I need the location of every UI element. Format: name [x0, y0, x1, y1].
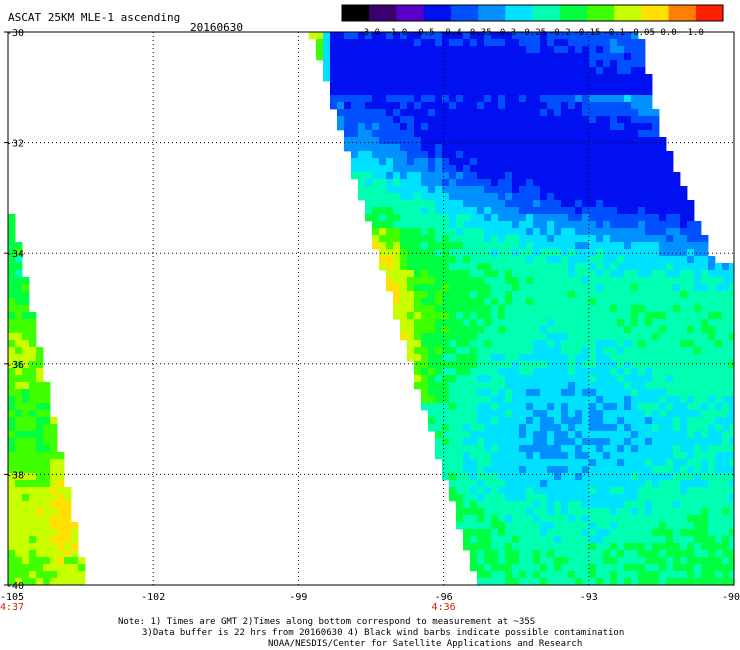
colorbar-label: -3.0: [358, 28, 380, 38]
map-date: 20160630: [190, 21, 243, 34]
colorbar-label: -0.3: [494, 28, 516, 38]
lon-tick-label: -105: [0, 592, 24, 603]
footnote-line-2: 3)Data buffer is 22 hrs from 20160630 4)…: [142, 628, 625, 638]
colorbar-swatch: [695, 5, 724, 21]
lon-tick-label: -96: [435, 592, 453, 603]
swath-layer: [8, 32, 734, 585]
swath-time-label: 4:37: [0, 602, 24, 613]
lat-tick-label: -34: [6, 249, 24, 260]
colorbar-label: -0.25: [519, 28, 546, 38]
colorbar-label: -0.35: [465, 28, 492, 38]
colorbar-swatch: [478, 5, 506, 21]
colorbar-label: -0.5: [413, 28, 435, 38]
lat-tick-label: -38: [6, 470, 24, 481]
colorbar-swatch: [559, 5, 588, 21]
lon-tick-label: -93: [580, 592, 598, 603]
map-title: ASCAT 25KM MLE-1 ascending: [8, 11, 181, 24]
lat-tick-label: -40: [6, 581, 24, 592]
colorbar-label: -0.1: [603, 28, 625, 38]
colorbar: -3.0 -1.0 -0.5 -0.4 -0.35 -0.3 -0.25 -0.2 -0.15-…: [341, 4, 724, 38]
colorbar-swatch: [668, 5, 697, 21]
axis-labels: -30 -32 -34 -36 -38 -40-105 -102 -99 -96 -93 -90 4:…: [0, 28, 740, 613]
colorbar-swatch: [450, 5, 479, 21]
colorbar-label: -0.15: [573, 28, 600, 38]
colorbar-swatch: [532, 5, 561, 21]
footnote-line-1: Note: 1) Times are GMT 2)Times along bot…: [118, 617, 536, 627]
lat-lon-grid: [8, 32, 734, 585]
colorbar-label: -0.4: [440, 28, 462, 38]
colorbar-swatch: [505, 5, 533, 21]
colorbar-label: 1.0: [688, 28, 704, 38]
lat-tick-label: -36: [6, 360, 24, 371]
colorbar-swatch: [423, 5, 452, 21]
colorbar-label: -0.05: [628, 28, 655, 38]
map-frame: [7, 31, 735, 586]
colorbar-swatch: [614, 5, 642, 21]
colorbar-swatch: [342, 5, 370, 21]
colorbar-swatch: [586, 5, 615, 21]
colorbar-label: -0.2: [549, 28, 571, 38]
colorbar-swatch: [396, 5, 425, 21]
colorbar-label: -1.0: [386, 28, 408, 38]
lat-tick-label: -30: [6, 28, 24, 39]
colorbar-swatch: [641, 5, 670, 21]
lon-tick-label: -99: [289, 592, 307, 603]
swath-time-label: 4:36: [432, 602, 456, 613]
footnote-line-3: NOAA/NESDIS/Center for Satellite Applica…: [268, 639, 583, 649]
colorbar-label: 0.0: [660, 28, 676, 38]
footnotes: Note: 1) Times are GMT 2)Times along bot…: [118, 617, 624, 650]
lon-tick-label: -90: [722, 592, 740, 603]
colorbar-swatch: [369, 5, 397, 21]
lat-tick-label: -32: [6, 139, 24, 150]
lon-tick-label: -102: [141, 592, 165, 603]
